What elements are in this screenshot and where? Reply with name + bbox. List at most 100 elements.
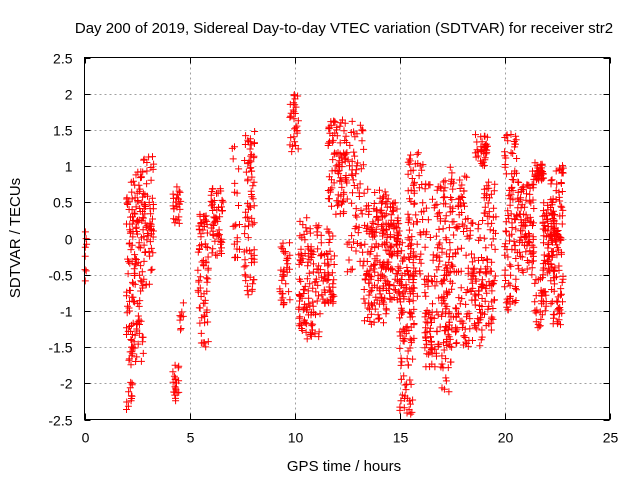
data-point	[199, 257, 207, 264]
data-point	[556, 197, 564, 205]
data-point	[371, 189, 379, 196]
data-point	[478, 326, 486, 334]
data-point	[484, 256, 491, 264]
data-point	[514, 178, 522, 186]
data-point	[335, 170, 343, 178]
data-point	[356, 121, 364, 129]
data-point	[136, 271, 144, 279]
data-point	[471, 323, 479, 331]
data-point	[134, 258, 142, 266]
data-point	[310, 260, 317, 268]
data-point	[315, 328, 323, 336]
data-point	[294, 92, 302, 100]
data-point	[229, 155, 237, 163]
x-tick-label: 5	[187, 430, 195, 446]
data-point	[405, 295, 413, 303]
data-point	[485, 302, 493, 310]
data-point	[352, 247, 360, 255]
data-point	[438, 299, 446, 307]
data-point	[524, 237, 532, 245]
data-point	[523, 265, 531, 273]
data-point	[329, 232, 337, 240]
data-point	[428, 337, 435, 345]
data-point	[297, 277, 305, 285]
data-point	[530, 205, 538, 212]
data-point	[406, 376, 414, 384]
data-point	[559, 272, 567, 280]
data-point	[328, 202, 335, 210]
data-point	[196, 319, 204, 327]
data-point	[484, 220, 492, 228]
data-point	[550, 287, 558, 295]
data-point	[442, 355, 450, 363]
data-point	[468, 271, 476, 279]
data-point	[338, 183, 346, 191]
data-point	[530, 248, 538, 256]
data-point	[424, 278, 432, 286]
data-point	[404, 187, 412, 195]
data-point	[504, 253, 512, 261]
data-point	[550, 224, 558, 232]
data-point	[134, 198, 142, 206]
data-point	[448, 218, 456, 226]
data-point	[550, 280, 558, 288]
data-point	[315, 292, 322, 300]
data-point	[529, 249, 537, 257]
data-point	[245, 156, 253, 164]
data-point	[336, 139, 344, 147]
data-point	[341, 175, 349, 183]
data-point	[378, 222, 385, 230]
data-point	[324, 195, 332, 203]
data-point	[196, 212, 204, 220]
data-point	[296, 232, 304, 240]
data-point	[195, 304, 203, 312]
data-point	[124, 302, 131, 310]
data-point	[301, 300, 309, 308]
data-point	[553, 230, 561, 238]
data-point	[123, 199, 131, 207]
data-point	[249, 195, 257, 203]
data-point	[361, 317, 368, 325]
data-point	[179, 299, 187, 307]
data-point	[250, 140, 258, 147]
data-point	[544, 244, 552, 252]
data-point	[417, 259, 425, 267]
data-point	[538, 289, 546, 297]
y-tick-label: -1	[60, 304, 73, 320]
data-point	[544, 215, 551, 223]
data-point	[447, 358, 455, 366]
data-point	[442, 261, 450, 269]
data-point	[421, 185, 429, 193]
data-point	[360, 286, 368, 293]
data-point	[132, 256, 140, 263]
data-point	[381, 294, 389, 302]
data-point	[214, 230, 222, 238]
data-point	[346, 162, 353, 170]
data-point	[364, 314, 372, 321]
data-point	[405, 406, 413, 414]
data-point	[468, 258, 476, 266]
data-point	[146, 219, 154, 227]
data-point	[483, 146, 491, 154]
data-point	[544, 265, 552, 273]
data-point	[365, 279, 373, 287]
data-point	[424, 216, 432, 224]
data-point	[136, 185, 144, 193]
data-point	[350, 128, 358, 136]
data-point	[462, 300, 470, 308]
data-point	[459, 319, 467, 327]
data-point	[462, 251, 470, 259]
data-point	[141, 249, 149, 256]
data-point	[410, 305, 418, 313]
data-point	[378, 199, 385, 207]
data-point	[197, 329, 205, 337]
data-point	[457, 284, 465, 292]
data-point	[456, 300, 464, 308]
data-point	[384, 195, 392, 203]
data-point	[507, 149, 515, 157]
data-point	[210, 218, 218, 226]
data-point	[367, 262, 375, 270]
data-point	[373, 207, 381, 215]
data-point	[279, 239, 287, 247]
